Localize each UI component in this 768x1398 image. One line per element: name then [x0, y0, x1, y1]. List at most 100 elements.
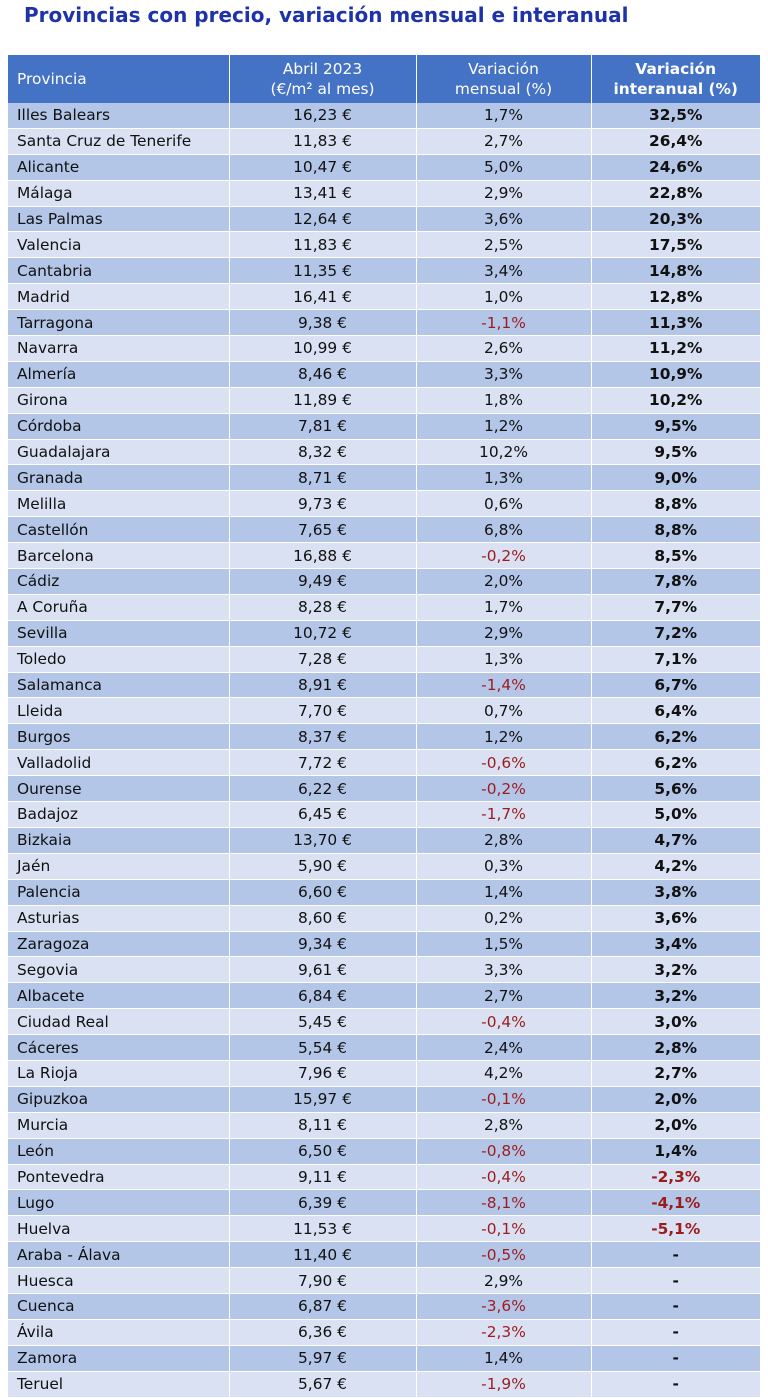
cell-mensual: 10,2% [416, 439, 592, 466]
cell-mensual: 0,3% [416, 853, 592, 880]
cell-precio: 10,72 € [229, 620, 417, 647]
cell-precio: 16,23 € [229, 103, 417, 129]
cell-provincia: Badajoz [8, 801, 230, 828]
table-row: Alicante 10,47 €5,0% 24,6% [8, 154, 760, 181]
cell-precio: 16,41 € [229, 283, 417, 311]
cell-precio: 10,47 € [229, 154, 417, 181]
cell-mensual: -0,1% [416, 1086, 592, 1113]
cell-precio: 6,22 € [229, 775, 417, 803]
cell-mensual: -1,4% [416, 672, 592, 699]
cell-interanual: 3,4% [591, 931, 760, 958]
cell-interanual: 14,8% [591, 257, 760, 285]
cell-interanual: 24,6% [591, 154, 760, 181]
cell-provincia: Girona [8, 387, 230, 414]
cell-interanual: 26,4% [591, 128, 760, 155]
cell-precio: 13,41 € [229, 180, 417, 207]
cell-provincia: Araba - Álava [8, 1241, 230, 1269]
table-row: Ourense 6,22 € -0,2% 5,6% [8, 775, 760, 803]
cell-mensual: 1,2% [416, 723, 592, 751]
cell-interanual: 3,2% [591, 982, 760, 1010]
cell-precio: 16,88 € [229, 542, 417, 570]
cell-mensual: 1,3% [416, 464, 592, 492]
cell-mensual: 1,5% [416, 931, 592, 958]
cell-mensual: -3,6% [416, 1293, 592, 1320]
cell-precio: 12,64 € [229, 206, 417, 233]
cell-interanual: 7,7% [591, 594, 760, 621]
cell-mensual: 1,4% [416, 1345, 592, 1372]
table-row: Málaga 13,41 €2,9% 22,8% [8, 180, 760, 207]
cell-mensual: -2,3% [416, 1319, 592, 1346]
table-row: Zamora 5,97 €1,4% - [8, 1345, 760, 1372]
cell-provincia: Melilla [8, 490, 230, 518]
table-row: Santa Cruz de Tenerife 11,83 €2,7% 26,4% [8, 128, 760, 155]
cell-provincia: Valencia [8, 231, 230, 259]
cell-precio: 8,60 € [229, 905, 417, 932]
table-row: Pontevedra 9,11 € -0,4% -2,3% [8, 1164, 760, 1191]
table-row: Córdoba 7,81 €1,2% 9,5% [8, 413, 760, 440]
cell-interanual: 6,7% [591, 672, 760, 699]
cell-provincia: Cádiz [8, 568, 230, 595]
cell-mensual: -1,9% [416, 1371, 592, 1398]
cell-mensual: -0,1% [416, 1215, 592, 1243]
cell-provincia: Madrid [8, 283, 230, 311]
cell-provincia: Albacete [8, 982, 230, 1010]
table-row: Bizkaia 13,70 €2,8% 4,7% [8, 827, 760, 854]
header-interanual: Variación interanual (%) [591, 55, 760, 103]
cell-interanual: - [591, 1267, 760, 1294]
cell-mensual: 3,6% [416, 206, 592, 233]
cell-interanual: - [591, 1241, 760, 1269]
cell-provincia: Asturias [8, 905, 230, 932]
table-row: Lleida 7,70 €0,7% 6,4% [8, 697, 760, 725]
cell-precio: 9,61 € [229, 956, 417, 984]
cell-mensual: 0,6% [416, 490, 592, 518]
cell-precio: 8,11 € [229, 1112, 417, 1139]
cell-provincia: Lugo [8, 1189, 230, 1217]
table-row: Sevilla 10,72 €2,9% 7,2% [8, 620, 760, 647]
cell-mensual: 2,9% [416, 1267, 592, 1294]
cell-precio: 8,71 € [229, 464, 417, 492]
cell-interanual: 11,3% [591, 309, 760, 337]
table-row: Tarragona 9,38 € -1,1% 11,3% [8, 309, 760, 337]
cell-provincia: Bizkaia [8, 827, 230, 854]
table-row: Badajoz 6,45 € -1,7% 5,0% [8, 801, 760, 828]
cell-interanual: - [591, 1371, 760, 1398]
cell-interanual: 1,4% [591, 1138, 760, 1165]
cell-interanual: 5,6% [591, 775, 760, 803]
cell-provincia: Gipuzkoa [8, 1086, 230, 1113]
cell-provincia: Ourense [8, 775, 230, 803]
cell-precio: 10,99 € [229, 335, 417, 362]
cell-interanual: 12,8% [591, 283, 760, 311]
cell-precio: 6,50 € [229, 1138, 417, 1165]
cell-precio: 5,90 € [229, 853, 417, 880]
cell-mensual: 2,7% [416, 128, 592, 155]
table-row: Castellón 7,65 €6,8% 8,8% [8, 516, 760, 544]
cell-precio: 11,83 € [229, 231, 417, 259]
table-row: A Coruña 8,28 €1,7% 7,7% [8, 594, 760, 621]
table-row: Navarra 10,99 €2,6% 11,2% [8, 335, 760, 362]
cell-provincia: Cantabria [8, 257, 230, 285]
cell-provincia: Toledo [8, 646, 230, 673]
cell-provincia: Pontevedra [8, 1164, 230, 1191]
table-body: Illes Balears 16,23 €1,7% 32,5% Santa Cruz … [8, 103, 760, 1398]
cell-interanual: 2,8% [591, 1034, 760, 1061]
cell-mensual: 2,9% [416, 620, 592, 647]
cell-interanual: 2,0% [591, 1112, 760, 1139]
cell-mensual: 2,8% [416, 827, 592, 854]
table-row: Melilla 9,73 €0,6% 8,8% [8, 490, 760, 518]
table-row: Burgos 8,37 €1,2% 6,2% [8, 723, 760, 751]
cell-precio: 7,81 € [229, 413, 417, 440]
cell-mensual: 3,3% [416, 956, 592, 984]
cell-interanual: 9,5% [591, 439, 760, 466]
cell-precio: 5,45 € [229, 1008, 417, 1036]
cell-precio: 8,37 € [229, 723, 417, 751]
header-mensual-line1: Variación [468, 60, 539, 78]
cell-provincia: Jaén [8, 853, 230, 880]
cell-interanual: 10,2% [591, 387, 760, 414]
cell-provincia: Granada [8, 464, 230, 492]
cell-interanual: -2,3% [591, 1164, 760, 1191]
cell-precio: 11,35 € [229, 257, 417, 285]
cell-precio: 11,40 € [229, 1241, 417, 1269]
cell-mensual: 2,0% [416, 568, 592, 595]
cell-precio: 5,54 € [229, 1034, 417, 1061]
cell-interanual: 5,0% [591, 801, 760, 828]
